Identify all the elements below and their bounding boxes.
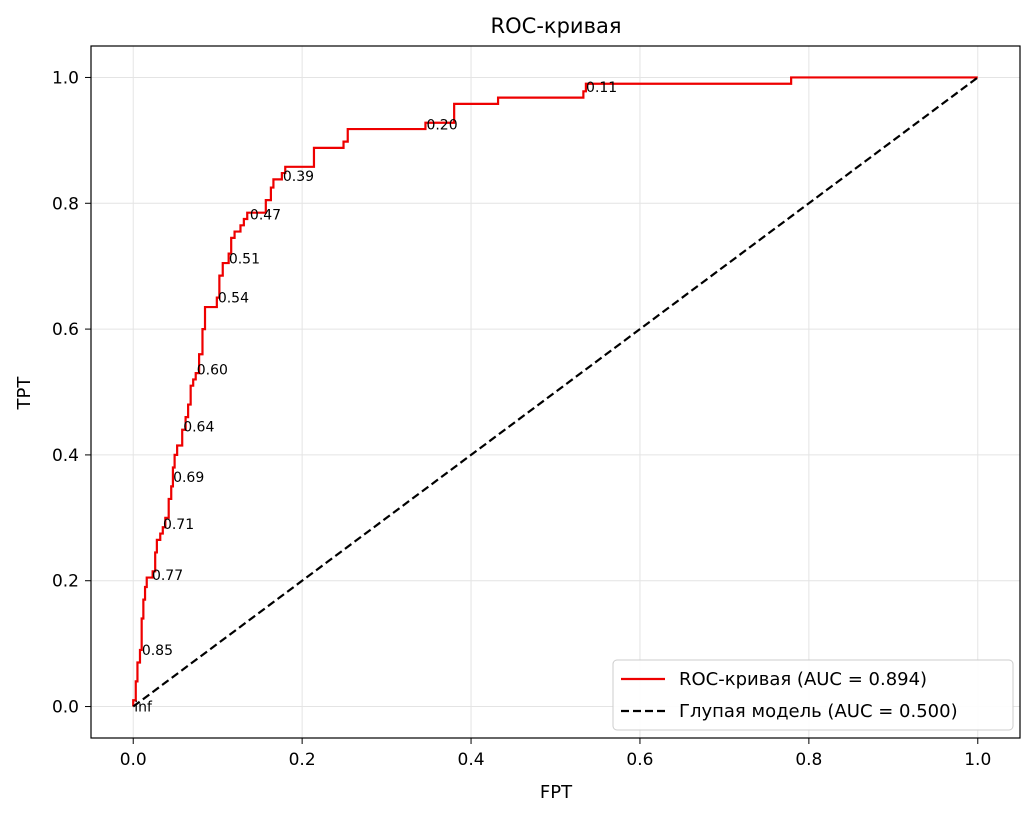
roc-curve-line bbox=[132, 76, 978, 707]
threshold-annotation: 0.85 bbox=[142, 643, 173, 659]
threshold-annotation: 0.51 bbox=[229, 252, 260, 268]
y-tick-label: 0.8 bbox=[52, 194, 79, 214]
y-tick-label: 0.0 bbox=[52, 698, 79, 718]
x-tick-label: 0.0 bbox=[120, 750, 147, 770]
plot-frame bbox=[90, 45, 1021, 739]
threshold-annotation: inf bbox=[134, 700, 153, 716]
y-tick-label: 0.4 bbox=[52, 446, 79, 466]
annotation-layer: inf 0.85 0.77 0.71 0.69 0.64 0.60 0.54 0.51 0.47 0… bbox=[134, 80, 617, 716]
threshold-annotation: 0.69 bbox=[173, 470, 204, 486]
baseline-dashed-line bbox=[132, 76, 979, 708]
legend-roc-label: ROC-кривая (AUC = 0.894) bbox=[679, 669, 927, 690]
threshold-annotation: 0.60 bbox=[197, 362, 228, 378]
threshold-annotation: 0.47 bbox=[250, 208, 281, 224]
y-axis-label: TPT bbox=[14, 376, 35, 411]
threshold-annotation: 0.54 bbox=[218, 291, 249, 307]
threshold-annotation: 0.39 bbox=[283, 169, 314, 185]
axes-layer: 0.0 0.2 0.4 0.6 0.8 1.0 0.0 0.2 0.4 0.6 0.8 1.0 bbox=[52, 45, 1021, 770]
legend: ROC-кривая (AUC = 0.894) Глупая модель (A… bbox=[612, 659, 1014, 731]
y-tick-label: 0.6 bbox=[52, 320, 79, 340]
x-tick-label: 0.2 bbox=[289, 750, 316, 770]
chart-title: ROC-кривая bbox=[491, 14, 622, 38]
threshold-annotation: 0.20 bbox=[426, 118, 457, 134]
x-axis-label: FPT bbox=[540, 782, 573, 803]
legend-box bbox=[612, 659, 1014, 731]
x-tick-label: 0.4 bbox=[458, 750, 485, 770]
threshold-annotation: 0.64 bbox=[183, 420, 214, 436]
threshold-annotation: 0.71 bbox=[163, 517, 194, 533]
x-tick-label: 0.8 bbox=[795, 750, 822, 770]
grid-layer bbox=[91, 46, 1020, 738]
x-tick-label: 0.6 bbox=[626, 750, 653, 770]
y-tick-label: 0.2 bbox=[52, 572, 79, 592]
x-tick-label: 1.0 bbox=[964, 750, 991, 770]
series-layer bbox=[132, 76, 979, 708]
legend-baseline-label: Глупая модель (AUC = 0.500) bbox=[679, 701, 958, 722]
threshold-annotation: 0.77 bbox=[152, 568, 183, 584]
threshold-annotation: 0.11 bbox=[586, 80, 617, 96]
y-tick-label: 1.0 bbox=[52, 68, 79, 88]
